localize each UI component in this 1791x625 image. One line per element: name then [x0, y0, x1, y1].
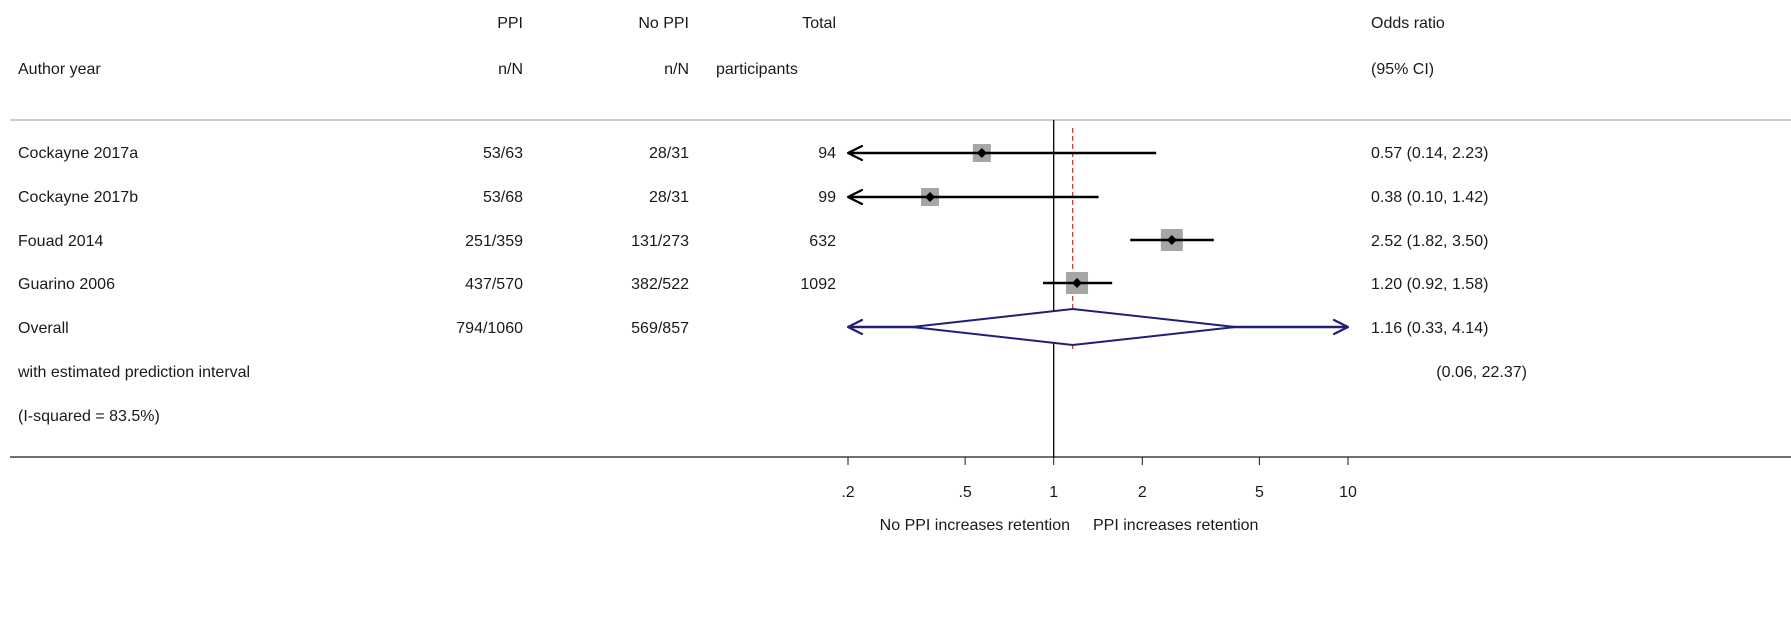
x-tick-label: .5	[958, 484, 971, 501]
or-text: 1.20 (0.92, 1.58)	[1371, 276, 1488, 293]
ppi-value: 251/359	[465, 233, 523, 250]
x-tick-label: 1	[1049, 484, 1058, 501]
header-noppi-line2: n/N	[664, 61, 689, 78]
x-axis: .2 .5 1 2 5 10	[841, 457, 1357, 501]
header-author-line2: Author year	[18, 61, 101, 78]
header-or-line2: (95% CI)	[1371, 61, 1434, 78]
or-column: 0.57 (0.14, 2.23) 0.38 (0.10, 1.42) 2.52…	[1371, 145, 1527, 381]
study-name-column: Cockayne 2017a Cockayne 2017b Fouad 2014…	[17, 145, 250, 425]
study-name: Guarino 2006	[18, 276, 115, 293]
study-name: Fouad 2014	[18, 233, 104, 250]
overall-diamond	[911, 307, 1236, 347]
or-text-overall: 1.16 (0.33, 4.14)	[1371, 320, 1488, 337]
direction-label-right: PPI increases retention	[1093, 517, 1258, 534]
prediction-interval-text: (0.06, 22.37)	[1436, 364, 1527, 381]
header-noppi-line1: No PPI	[638, 15, 689, 32]
ppi-value: 53/68	[483, 189, 523, 206]
ppi-value: 53/63	[483, 145, 523, 162]
study-name: Cockayne 2017a	[18, 145, 138, 162]
ppi-value: 437/570	[465, 276, 523, 293]
x-tick-label: 5	[1255, 484, 1264, 501]
point-estimate	[925, 192, 936, 202]
total-value: 99	[818, 189, 836, 206]
total-value: 94	[818, 145, 836, 162]
total-value: 1092	[800, 276, 836, 293]
or-text: 2.52 (1.82, 3.50)	[1371, 233, 1488, 250]
header-or-line1: Odds ratio	[1371, 15, 1445, 32]
ci-arrow-left	[846, 144, 864, 162]
header-ppi-line1: PPI	[497, 15, 523, 32]
noppi-value: 28/31	[649, 145, 689, 162]
x-tick-label: 10	[1339, 484, 1357, 501]
noppi-value: 382/522	[631, 276, 689, 293]
header-ppi-line2: n/N	[498, 61, 523, 78]
i-squared-label: (I-squared = 83.5%)	[18, 408, 160, 425]
prediction-interval-label: with estimated prediction interval	[17, 364, 250, 381]
study-name: Cockayne 2017b	[18, 189, 138, 206]
point-estimate	[976, 148, 987, 158]
noppi-value: 131/273	[631, 233, 689, 250]
total-column: 94 99 632 1092	[800, 145, 836, 293]
total-value: 632	[809, 233, 836, 250]
header-total-line2: participants	[716, 61, 798, 78]
x-tick-label: 2	[1138, 484, 1147, 501]
column-headers: Author year PPI n/N No PPI n/N Total par…	[18, 15, 1445, 78]
overall-markers	[846, 307, 1350, 347]
ci-arrow-left	[846, 188, 864, 206]
header-total-line1: Total	[802, 15, 836, 32]
direction-label-left: No PPI increases retention	[880, 517, 1070, 534]
study-markers	[846, 144, 1214, 294]
or-text: 0.57 (0.14, 2.23)	[1371, 145, 1488, 162]
point-estimate	[1166, 235, 1177, 245]
prediction-arrow-right	[1332, 318, 1350, 336]
or-text: 0.38 (0.10, 1.42)	[1371, 189, 1488, 206]
noppi-column: 28/31 28/31 131/273 382/522 569/857	[631, 145, 689, 337]
direction-labels: No PPI increases retention PPI increases…	[880, 517, 1259, 534]
noppi-value: 28/31	[649, 189, 689, 206]
ppi-column: 53/63 53/68 251/359 437/570 794/1060	[456, 145, 523, 337]
overall-name: Overall	[18, 320, 69, 337]
x-tick-label: .2	[841, 484, 854, 501]
prediction-arrow-left	[846, 318, 864, 336]
ppi-value-overall: 794/1060	[456, 320, 523, 337]
point-estimate	[1072, 278, 1083, 288]
noppi-value-overall: 569/857	[631, 320, 689, 337]
